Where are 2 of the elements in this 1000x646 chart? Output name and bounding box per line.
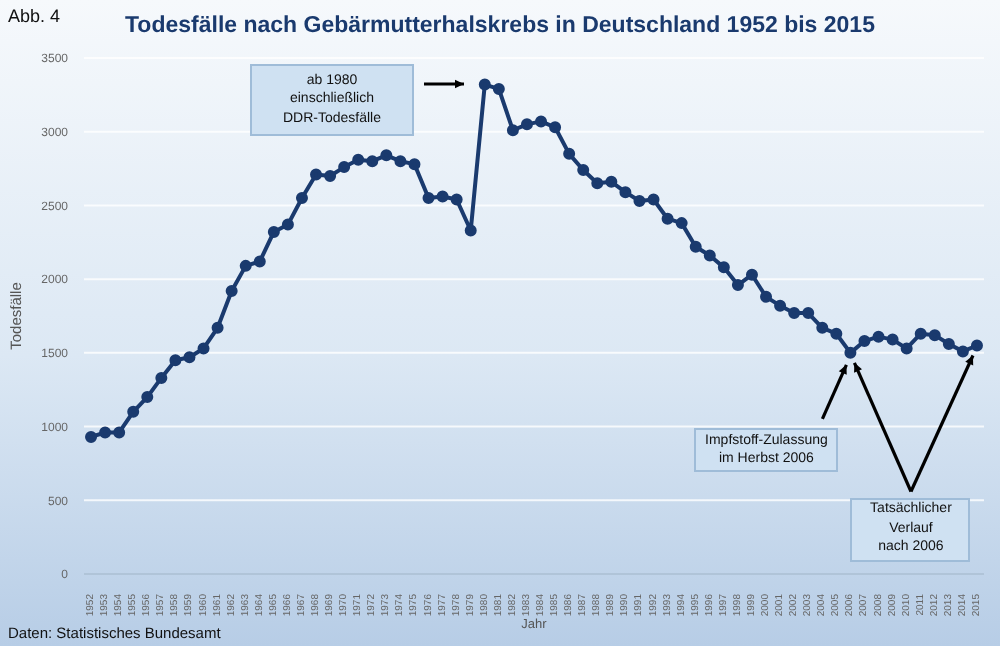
chart-title: Todesfälle nach Gebärmutterhalskrebs in Deutschland 1952 bis 2015 [125, 14, 875, 38]
caption: Abb. 4 [8, 6, 61, 26]
